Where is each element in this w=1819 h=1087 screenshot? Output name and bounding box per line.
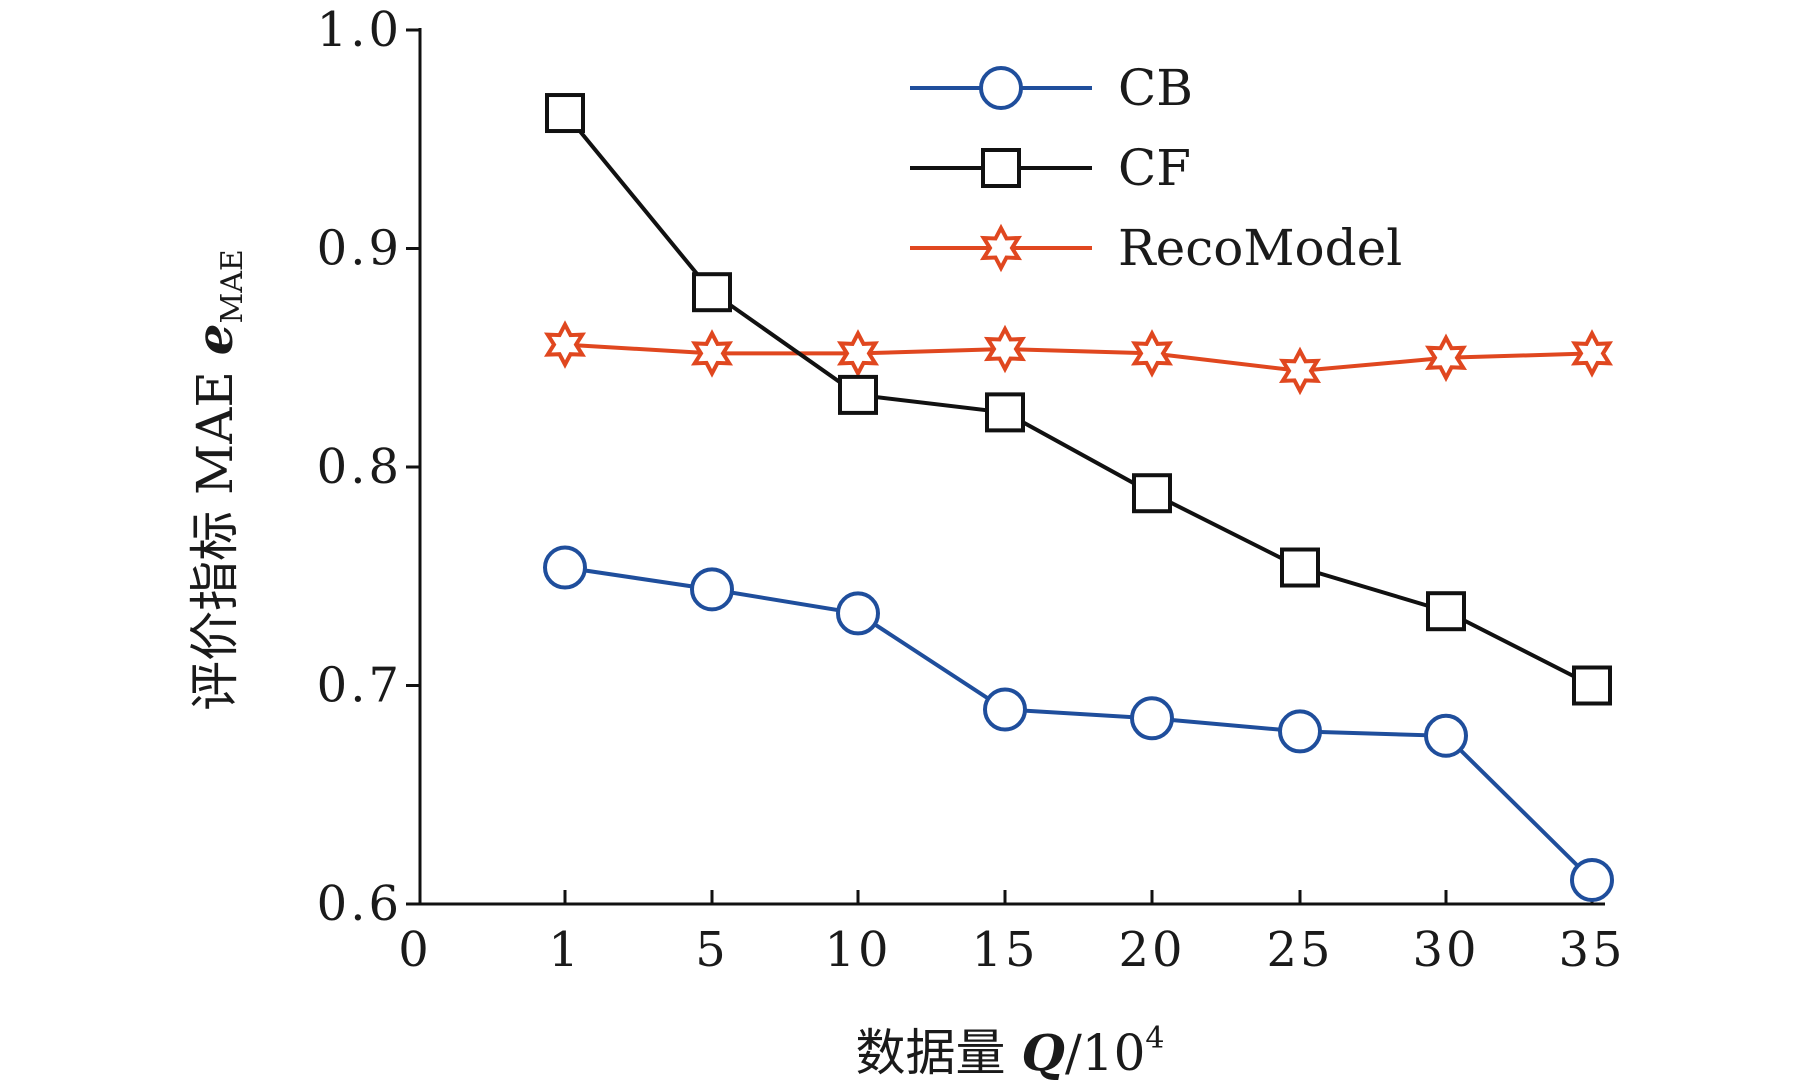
data-point-recomodel — [983, 324, 1027, 374]
x-tick-label: 10 — [824, 922, 891, 978]
data-point-recomodel — [836, 329, 880, 378]
data-point-cf — [1280, 547, 1320, 588]
y-tick-label: 0.6 — [317, 876, 402, 932]
legend-label-recomodel: RecoModel — [1118, 219, 1402, 277]
data-point-recomodel — [1424, 333, 1468, 383]
data-point-cf — [1572, 665, 1612, 706]
series-line-cf — [563, 111, 1593, 688]
data-point-cf — [985, 392, 1025, 433]
y-tick-label: 0.7 — [317, 658, 402, 714]
series-cf — [545, 93, 1612, 706]
data-point-recomodel — [1130, 329, 1174, 378]
data-point-cb — [1570, 857, 1614, 902]
y-tick-label: 1.0 — [317, 2, 402, 58]
x-tick-label: 15 — [971, 922, 1038, 978]
data-point-cb — [1130, 696, 1174, 741]
x-axis-title: 数据量 Q/104 — [855, 1021, 1164, 1082]
x-tick-label: 20 — [1118, 922, 1185, 978]
legend-label-cb: CB — [1118, 59, 1193, 117]
data-point-cb — [1424, 713, 1468, 758]
x-axis-title-sup: 4 — [1145, 1021, 1164, 1056]
data-point-cf — [692, 272, 732, 313]
legend-marker-recomodel — [979, 223, 1023, 273]
x-tick-label: 35 — [1558, 922, 1625, 978]
legend-label-cf: CF — [1118, 139, 1191, 197]
data-point-cf — [545, 93, 585, 134]
y-tick-label: 0.8 — [317, 439, 402, 495]
series-line-recomodel — [564, 342, 1593, 373]
x-tick-label: 5 — [695, 922, 729, 978]
data-point-cf — [838, 374, 878, 415]
data-point-cf — [1132, 473, 1172, 514]
x-tick-label: 1 — [548, 922, 582, 978]
data-point-cb — [690, 567, 734, 612]
y-axis-title: 评价指标 MAE eMAE — [185, 249, 250, 711]
data-point-recomodel — [543, 320, 587, 369]
legend-item-cb: CB — [910, 59, 1193, 117]
data-point-recomodel — [1278, 346, 1322, 396]
y-axis-title-sub: MAE — [215, 249, 250, 323]
y-ticks: 0.6 0.7 0.8 0.9 1.0 — [317, 2, 420, 932]
data-point-cb — [1278, 709, 1322, 754]
y-axis-title-var: e — [185, 323, 244, 355]
x-tick-label: 30 — [1412, 922, 1479, 978]
x-axis-title-main: 数据量 — [855, 1024, 1021, 1082]
series-cb — [543, 545, 1614, 902]
series-layer — [543, 93, 1614, 902]
x-ticks: 1 5 10 15 20 25 30 35 — [548, 890, 1625, 978]
series-line-cb — [564, 565, 1594, 882]
data-point-recomodel — [1570, 329, 1614, 378]
legend-item-cf: CF — [910, 139, 1191, 197]
x-axis-title-var: Q — [1021, 1023, 1065, 1082]
data-point-cf — [1426, 591, 1466, 632]
y-tick-label: 0.9 — [317, 221, 402, 277]
legend-item-recomodel: RecoModel — [910, 219, 1402, 277]
data-point-cb — [983, 687, 1027, 732]
series-recomodel — [543, 320, 1614, 396]
x-tick-label: 25 — [1266, 922, 1333, 978]
legend: CB CF RecoModel — [910, 59, 1402, 277]
data-point-recomodel — [690, 329, 734, 378]
x-axis-title-rest: /10 — [1065, 1024, 1145, 1082]
x-origin-label: 0 — [398, 922, 432, 978]
legend-marker-cf — [981, 148, 1021, 188]
y-axis-title-main: 评价指标 MAE — [186, 355, 244, 711]
data-point-cb — [543, 545, 587, 590]
legend-marker-cb — [979, 66, 1023, 110]
data-point-cb — [836, 591, 880, 636]
